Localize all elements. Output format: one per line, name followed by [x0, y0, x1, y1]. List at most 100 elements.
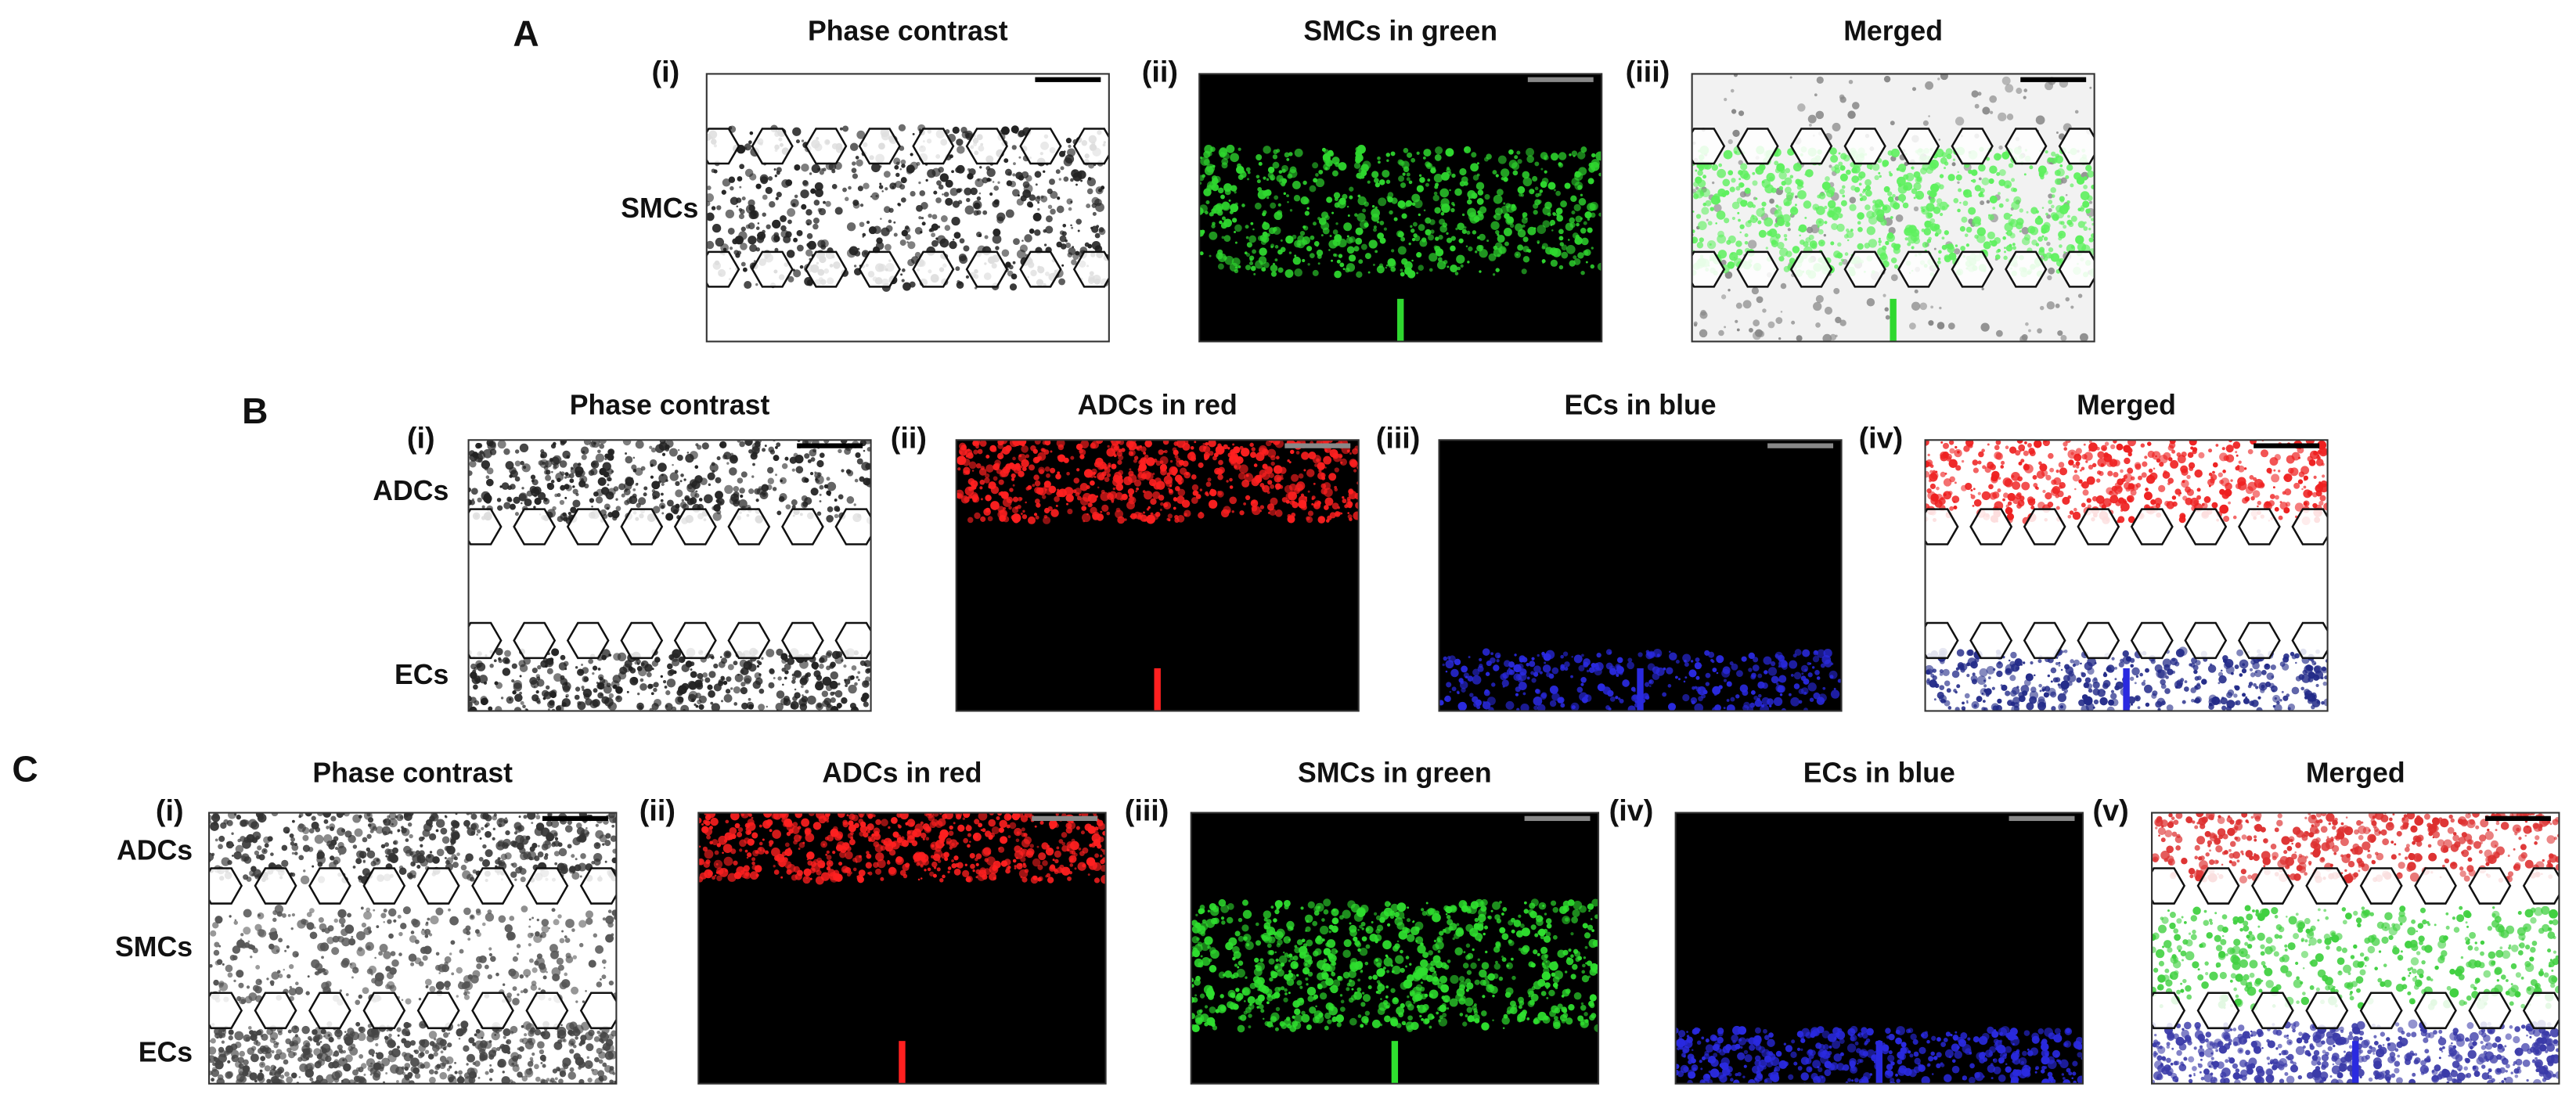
- cell: [2026, 211, 2029, 214]
- cell: [1530, 671, 1535, 675]
- cell: [806, 222, 810, 226]
- cell: [1266, 196, 1270, 200]
- cell: [1248, 261, 1254, 266]
- cell: [1328, 249, 1331, 251]
- cell: [1358, 259, 1364, 265]
- cell: [1043, 516, 1051, 524]
- cell: [1406, 177, 1410, 182]
- cell: [1830, 241, 1835, 246]
- cell: [1953, 198, 1959, 203]
- cell: [1857, 212, 1864, 220]
- cell: [1334, 270, 1342, 279]
- cell: [2006, 184, 2010, 189]
- cell: [668, 515, 673, 520]
- cell: [1929, 223, 1938, 232]
- cell: [787, 208, 796, 217]
- micropillar: [2058, 128, 2095, 165]
- cell: [1326, 196, 1333, 203]
- cell: [1712, 668, 1717, 672]
- cell: [1576, 222, 1580, 227]
- cell: [806, 279, 813, 286]
- cell: [1095, 186, 1104, 195]
- cell: [1087, 494, 1097, 503]
- cell: [1735, 302, 1742, 309]
- cell: [1475, 182, 1485, 190]
- cell: [2003, 255, 2008, 261]
- cell: [1191, 497, 1198, 504]
- cell: [1761, 178, 1771, 189]
- cell: [1450, 207, 1455, 213]
- cell: [564, 484, 570, 490]
- cell: [503, 502, 511, 509]
- cell: [1721, 192, 1727, 197]
- cell: [1786, 222, 1790, 226]
- cell: [1262, 463, 1268, 470]
- cell: [1521, 268, 1527, 275]
- cell: [1522, 256, 1530, 263]
- cell: [1490, 652, 1493, 656]
- cell: [1086, 513, 1089, 516]
- cell: [1662, 692, 1667, 697]
- cell: [2047, 157, 2053, 163]
- cell: [485, 475, 490, 480]
- image-border: [1438, 439, 1843, 712]
- image-border: [1198, 73, 1603, 343]
- cell: [1292, 256, 1302, 265]
- cell: [845, 469, 852, 474]
- cell: [1767, 667, 1778, 676]
- cell: [1816, 696, 1825, 705]
- cell: [1846, 239, 1850, 242]
- cell: [604, 457, 607, 461]
- cell: [1914, 289, 1918, 293]
- cell: [1065, 138, 1072, 144]
- cell: [1152, 473, 1155, 475]
- cell: [2037, 328, 2042, 334]
- cell: [1878, 239, 1882, 244]
- cell: [1723, 678, 1728, 682]
- cell: [1212, 455, 1217, 461]
- cell: [514, 693, 523, 702]
- cell: [1414, 199, 1423, 209]
- cell: [982, 210, 988, 215]
- cell: [1756, 207, 1765, 218]
- cell: [646, 671, 652, 678]
- cell: [1265, 440, 1272, 447]
- cell: [1047, 204, 1053, 210]
- cell: [979, 166, 982, 169]
- image-border: [705, 73, 1110, 343]
- cell: [534, 497, 542, 506]
- cell: [1234, 230, 1236, 233]
- cell: [593, 688, 598, 693]
- cell: [1622, 679, 1630, 687]
- cell: [1526, 676, 1530, 680]
- cell: [870, 195, 873, 198]
- cell: [1630, 694, 1638, 702]
- cell: [1744, 187, 1751, 194]
- cell: [1422, 156, 1426, 160]
- cell: [827, 481, 837, 491]
- cell: [1938, 250, 1942, 254]
- cell: [650, 692, 654, 696]
- cell: [1411, 259, 1414, 262]
- cell: [801, 163, 809, 172]
- cell: [1044, 488, 1047, 491]
- cell: [1294, 239, 1302, 248]
- cell: [748, 204, 755, 212]
- cell: [899, 239, 906, 247]
- cell: [1389, 210, 1393, 215]
- micrograph: [1439, 440, 1842, 711]
- cell: [1540, 167, 1544, 171]
- cell: [1025, 486, 1030, 491]
- cell: [999, 514, 1007, 522]
- cell: [1007, 171, 1012, 176]
- cell: [1374, 182, 1380, 188]
- cell: [672, 670, 677, 675]
- cell: [511, 663, 517, 669]
- cell: [534, 494, 537, 498]
- cell: [992, 234, 1002, 244]
- cell: [721, 189, 726, 195]
- cell: [695, 704, 699, 708]
- cell: [1250, 221, 1254, 225]
- cell: [1461, 665, 1468, 673]
- cell: [607, 488, 616, 496]
